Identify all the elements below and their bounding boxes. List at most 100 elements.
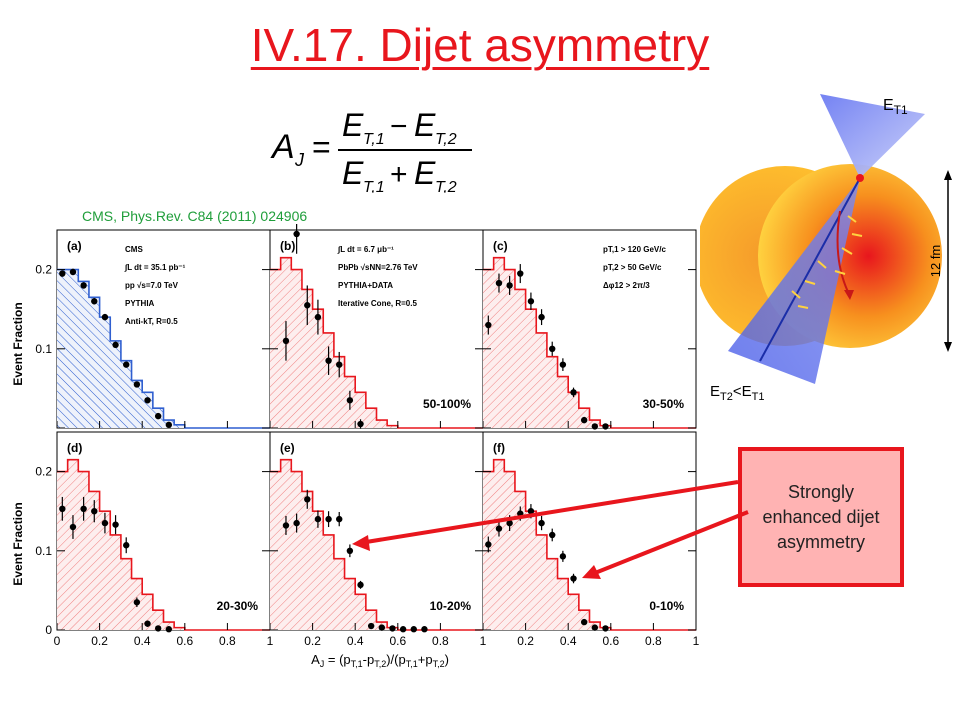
centrality-label: 50-100%	[423, 397, 471, 411]
panel-label: (f)	[493, 441, 505, 455]
data-point	[357, 581, 364, 589]
legend-annotation: ∫L dt = 35.1 pb⁻¹	[124, 263, 186, 272]
histogram-fill	[270, 257, 483, 428]
svg-text:T,2: T,2	[435, 179, 457, 193]
data-point	[80, 282, 87, 289]
svg-text:E: E	[342, 107, 364, 143]
data-point	[336, 361, 343, 368]
data-point	[527, 298, 535, 305]
legend-annotation: pp √s=7.0 TeV	[125, 281, 179, 290]
data-point	[123, 542, 130, 549]
formula-lhs: A	[270, 128, 295, 166]
data-point	[346, 397, 354, 404]
formula-numerator: E T,1 − E T,2	[342, 107, 457, 148]
data-point	[580, 416, 588, 424]
data-point	[549, 531, 556, 539]
callout-text: Strongly enhanced dijet asymmetry	[762, 481, 880, 552]
centrality-label: 10-20%	[430, 599, 472, 613]
data-point	[91, 508, 98, 515]
svg-text:T,1: T,1	[363, 131, 385, 148]
data-point	[538, 313, 545, 321]
data-point	[378, 624, 386, 631]
callout-box: Strongly enhanced dijet asymmetry	[738, 447, 904, 587]
histogram-outline	[57, 458, 270, 631]
deflection-arrow	[836, 210, 851, 297]
data-point	[570, 575, 577, 582]
data-point	[485, 321, 492, 329]
data-point	[527, 508, 535, 515]
data-point	[325, 515, 332, 523]
data-point	[399, 626, 407, 633]
formula-denominator: E T,1 + E T,2	[342, 155, 457, 193]
data-point	[69, 523, 77, 531]
data-point	[304, 302, 311, 309]
histogram-outline	[57, 268, 270, 429]
svg-text:T,2: T,2	[435, 131, 457, 148]
formula-equals: =	[312, 129, 331, 165]
data-point	[144, 620, 151, 627]
legend-annotation: pT,2 > 50 GeV/c	[603, 263, 662, 272]
x-tick-label: 0.8	[219, 634, 236, 648]
data-point	[304, 496, 311, 503]
x-tick-label: 1	[267, 634, 274, 648]
data-point	[325, 357, 332, 364]
data-point	[336, 515, 343, 523]
data-point	[389, 625, 396, 632]
legend-annotation: CMS	[125, 245, 143, 254]
data-point	[506, 519, 513, 527]
centrality-label: 20-30%	[217, 599, 259, 613]
y-tick-label: 0	[45, 623, 52, 637]
data-point	[154, 625, 162, 632]
data-point	[133, 599, 141, 606]
gluon-radiation	[791, 215, 863, 309]
data-point	[59, 270, 66, 277]
data-point	[580, 618, 588, 626]
data-point	[133, 381, 141, 388]
panel-b: (b) 50-100% ∫L dt = 6.7 μb⁻¹ PbPb √sNN=2.76…	[269, 224, 484, 429]
data-point	[80, 505, 87, 513]
data-point	[367, 622, 375, 630]
histogram-outline	[483, 256, 696, 429]
svg-text:+: +	[390, 158, 408, 191]
data-point	[282, 337, 290, 345]
panel-label: (c)	[493, 239, 508, 253]
legend-annotation: Δφ12 > 2π/3	[603, 281, 650, 290]
x-tick-label: 0.4	[347, 634, 364, 648]
data-point	[421, 626, 428, 633]
data-point	[165, 626, 173, 633]
data-point	[517, 270, 524, 277]
data-point	[101, 313, 109, 321]
panel-label: (e)	[280, 441, 295, 455]
bottom-jet-label: ET2<ET1	[710, 383, 764, 403]
x-tick-label: 0.8	[645, 634, 662, 648]
data-point	[559, 361, 567, 368]
data-point	[293, 230, 300, 238]
data-point	[123, 361, 130, 368]
panel-e: 0.2 0.4 0.6 0.8 1 (e) 10-20%	[269, 431, 487, 648]
x-tick-label: 1	[480, 634, 487, 648]
legend-annotation: PYTHIA+DATA	[338, 281, 393, 290]
y-axis-label-top: Event Fraction	[11, 302, 25, 385]
centrality-label: 0-10%	[649, 599, 684, 613]
x-tick-label: 0.6	[176, 634, 193, 648]
collision-point	[856, 174, 864, 182]
data-point	[314, 313, 322, 321]
legend-annotation: PYTHIA	[125, 299, 155, 308]
data-point	[293, 519, 300, 527]
data-point	[591, 423, 599, 430]
histogram-outline	[483, 458, 696, 631]
svg-text:T,1: T,1	[363, 179, 385, 193]
data-point	[602, 423, 609, 430]
data-point	[165, 421, 173, 429]
x-tick-label: 0.2	[91, 634, 108, 648]
subleading-jet-cone	[728, 178, 860, 384]
data-point	[144, 397, 151, 404]
subleading-jet-axis	[759, 177, 861, 362]
y-axis-label-bottom: Event Fraction	[11, 502, 25, 585]
legend-annotation: Anti-kT, R=0.5	[125, 317, 178, 326]
panel-label: (d)	[67, 441, 82, 455]
data-point	[495, 525, 503, 532]
data-point	[69, 268, 77, 276]
data-point	[91, 298, 98, 305]
panel-c: (c) 30-50% pT,1 > 120 GeV/c pT,2 > 50 GeV/c…	[482, 229, 697, 430]
